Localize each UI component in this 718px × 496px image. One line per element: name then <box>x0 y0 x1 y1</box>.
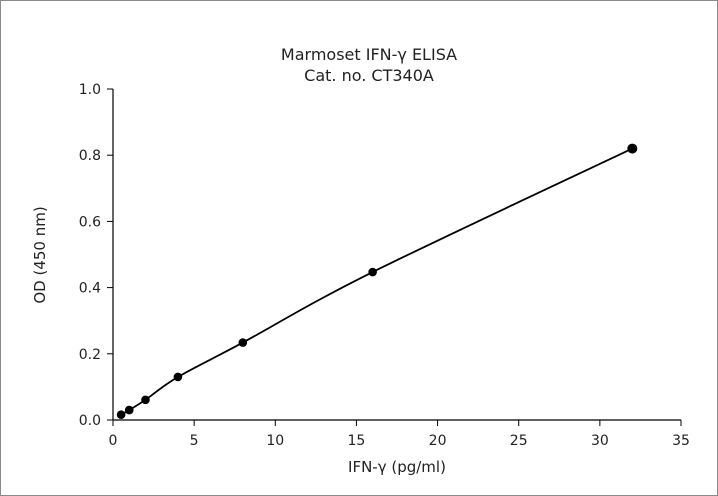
x-axis-ticks: 0 5 10 15 20 25 30 35 <box>109 420 690 449</box>
data-point <box>173 372 183 382</box>
data-points <box>116 143 638 420</box>
x-tick-label: 0 <box>109 433 118 449</box>
x-tick-label: 30 <box>591 433 609 449</box>
data-point <box>368 267 377 277</box>
x-axis-label: IFN-γ (pg/ml) <box>348 458 446 476</box>
y-tick-label: 0.0 <box>79 413 101 429</box>
data-point <box>627 143 638 154</box>
x-tick-label: 25 <box>510 433 528 449</box>
x-tick-label: 35 <box>672 433 690 449</box>
y-axis-label: OD (450 nm) <box>31 206 49 303</box>
data-point <box>116 410 126 420</box>
y-tick-label: 0.8 <box>79 148 101 164</box>
data-point <box>124 405 134 415</box>
x-tick-label: 15 <box>348 433 366 449</box>
x-tick-label: 10 <box>266 433 284 449</box>
y-tick-label: 0.2 <box>79 347 101 363</box>
chart-subtitle: Cat. no. CT340A <box>304 66 434 85</box>
y-axis-ticks: 0.0 0.2 0.4 0.6 0.8 1.0 <box>79 82 113 429</box>
data-point <box>141 395 150 405</box>
y-tick-label: 0.6 <box>79 214 101 230</box>
x-tick-label: 20 <box>429 433 447 449</box>
x-tick-label: 5 <box>190 433 199 449</box>
data-point <box>238 338 248 347</box>
y-tick-label: 1.0 <box>79 82 101 98</box>
y-tick-label: 0.4 <box>79 281 101 297</box>
chart-title: Marmoset IFN-γ ELISA <box>281 45 457 64</box>
